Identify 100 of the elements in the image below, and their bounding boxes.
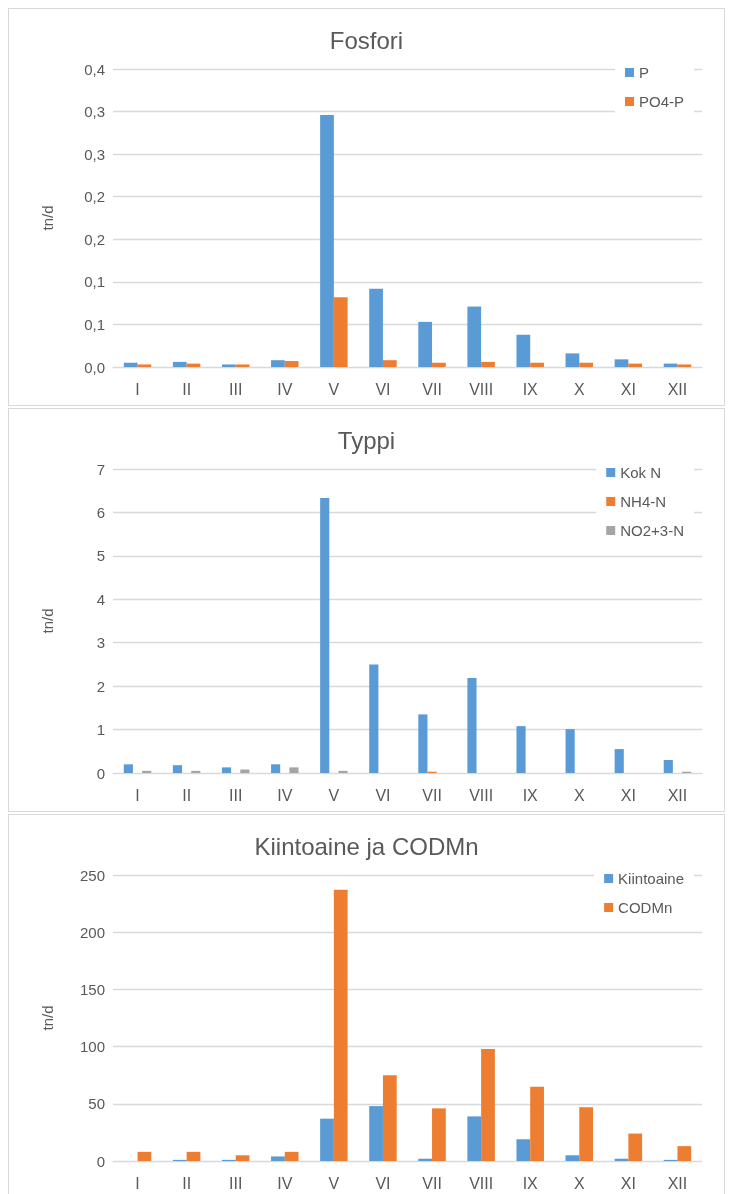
bar <box>271 360 285 367</box>
legend-label: Kok N <box>620 464 662 481</box>
x-tick-label: IX <box>522 786 539 804</box>
bar <box>382 1075 397 1161</box>
x-tick-label: VII <box>422 380 442 398</box>
bar <box>271 764 281 773</box>
bar <box>432 362 446 367</box>
x-tick-label: IV <box>277 380 293 398</box>
bar <box>186 1151 201 1161</box>
bar <box>614 749 624 773</box>
y-tick-label: 100 <box>79 1038 105 1056</box>
bar <box>565 1155 580 1161</box>
legend-label: CODMn <box>618 899 673 916</box>
y-axis-title: tn/d <box>39 1005 56 1031</box>
bar <box>467 1116 482 1161</box>
y-tick-label: 2 <box>96 677 105 695</box>
bar <box>614 359 629 367</box>
bar <box>418 321 433 367</box>
x-tick-label: X <box>573 786 585 804</box>
y-tick-label: 250 <box>79 866 105 884</box>
bar <box>418 714 428 773</box>
y-tick-label: 0,3 <box>84 103 105 121</box>
bar <box>432 1108 446 1161</box>
y-tick-label: 200 <box>79 923 105 941</box>
legend-label: PO4-P <box>638 93 684 110</box>
bar <box>142 770 152 773</box>
x-tick-label: I <box>135 1174 140 1192</box>
x-tick-label: III <box>229 786 243 804</box>
y-tick-label: 0,0 <box>84 358 105 376</box>
x-tick-label: IX <box>522 1174 539 1192</box>
x-tick-label: VIII <box>469 786 494 804</box>
bar <box>123 362 138 367</box>
bar <box>579 1107 594 1161</box>
bar <box>289 767 299 773</box>
y-tick-label: 50 <box>88 1095 105 1113</box>
chart-title: Typpi <box>337 426 396 454</box>
y-tick-label: 1 <box>96 721 105 739</box>
x-tick-label: I <box>135 786 140 804</box>
x-tick-label: X <box>573 380 585 398</box>
x-tick-label: XI <box>620 786 636 804</box>
bar <box>284 1151 299 1161</box>
bar <box>467 677 477 773</box>
bar <box>516 1139 531 1161</box>
bar <box>382 360 397 367</box>
x-tick-label: X <box>573 1174 585 1192</box>
chart-title: Fosfori <box>329 26 404 54</box>
x-tick-label: III <box>229 380 243 398</box>
x-tick-label: VIII <box>469 1174 494 1192</box>
x-tick-label: V <box>328 786 340 804</box>
bar <box>123 764 133 773</box>
bar <box>333 297 348 367</box>
y-tick-label: 150 <box>79 980 105 998</box>
x-tick-label: II <box>182 786 192 804</box>
y-tick-label: 0,3 <box>84 145 105 163</box>
bar <box>663 759 673 773</box>
x-tick-label: III <box>229 1174 243 1192</box>
y-tick-label: 0 <box>96 764 105 782</box>
bar <box>284 361 299 367</box>
y-tick-label: 0,1 <box>84 315 105 333</box>
y-axis-title: tn/d <box>39 608 56 634</box>
x-tick-label: VIII <box>469 380 494 398</box>
y-tick-label: 5 <box>96 547 105 565</box>
x-tick-label: VI <box>375 786 391 804</box>
y-tick-label: 0 <box>96 1152 105 1170</box>
y-tick-label: 0,2 <box>84 188 105 206</box>
bar <box>369 288 383 367</box>
x-tick-label: XII <box>667 786 688 804</box>
bar <box>235 1155 250 1161</box>
x-tick-label: IX <box>522 380 539 398</box>
x-tick-label: VII <box>422 1174 442 1192</box>
bar <box>516 334 531 367</box>
x-tick-label: VI <box>375 380 391 398</box>
y-tick-label: 0,2 <box>84 230 105 248</box>
bar <box>467 306 482 367</box>
bar <box>516 726 526 773</box>
x-tick-label: V <box>328 1174 340 1192</box>
x-tick-label: IV <box>277 1174 293 1192</box>
bar <box>235 364 250 367</box>
bar <box>369 664 379 773</box>
legend-label: NH4-N <box>620 493 667 510</box>
y-tick-label: 0,4 <box>84 60 105 78</box>
x-tick-label: VII <box>422 786 442 804</box>
y-tick-label: 7 <box>96 460 105 478</box>
bar <box>418 1158 433 1161</box>
bar <box>579 362 594 367</box>
bar <box>565 353 580 367</box>
bar <box>320 114 334 367</box>
bar <box>271 1156 285 1161</box>
bar <box>137 1151 152 1161</box>
y-tick-label: 0,1 <box>84 273 105 291</box>
x-tick-label: VI <box>375 1174 391 1192</box>
y-tick-label: 3 <box>96 634 105 652</box>
x-tick-label: II <box>182 380 192 398</box>
bar <box>677 1146 692 1161</box>
bar <box>172 765 183 773</box>
x-tick-label: XII <box>667 1174 688 1192</box>
bar <box>338 770 348 773</box>
bar <box>172 361 187 367</box>
bar <box>320 498 330 773</box>
bar <box>137 364 152 367</box>
